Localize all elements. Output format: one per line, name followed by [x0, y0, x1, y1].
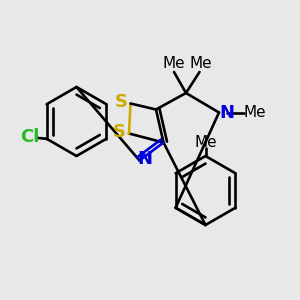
Text: Me: Me: [194, 135, 217, 150]
Text: S: S: [113, 123, 126, 141]
Text: Me: Me: [190, 56, 212, 70]
Text: Cl: Cl: [20, 128, 40, 146]
Text: N: N: [219, 103, 234, 122]
Text: S: S: [114, 93, 128, 111]
Text: N: N: [137, 150, 152, 168]
Text: Me: Me: [243, 105, 266, 120]
Text: Me: Me: [163, 56, 185, 70]
